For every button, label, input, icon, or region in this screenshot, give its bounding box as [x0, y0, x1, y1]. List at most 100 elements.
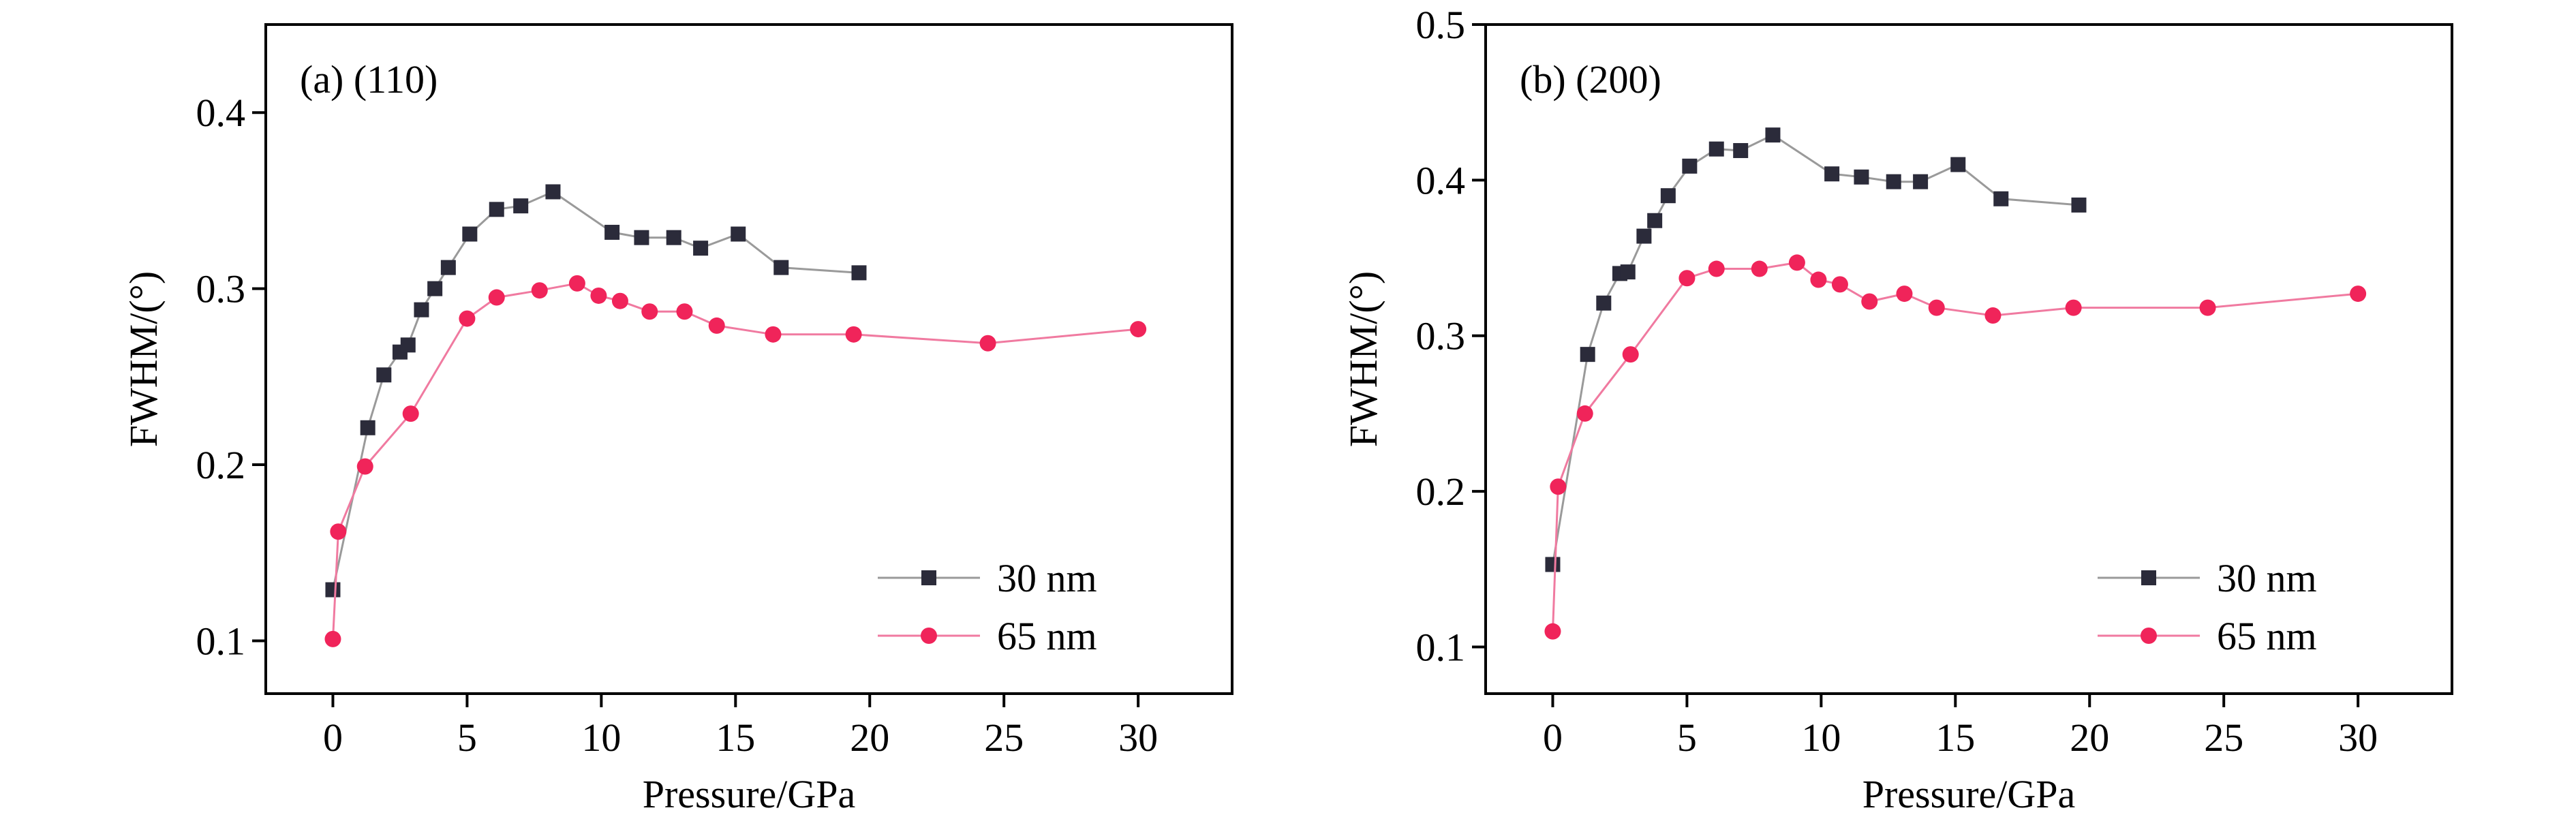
panel-label: (a) (110) [300, 57, 438, 102]
data-point [1682, 158, 1698, 174]
data-point [488, 289, 505, 306]
data-point [1622, 346, 1639, 363]
data-point [1765, 127, 1781, 143]
data-point [1751, 260, 1768, 277]
data-point [1810, 271, 1827, 288]
data-point [1824, 166, 1840, 182]
data-point [1854, 169, 1869, 185]
data-point [1708, 141, 1724, 157]
data-point [1733, 142, 1749, 158]
data-point [1580, 347, 1595, 362]
x-tick-label: 30 [2338, 715, 2378, 760]
x-tick-label: 20 [2070, 715, 2109, 760]
panel-a: 0 5 10 15 20 25 30 0.1 0.2 0.3 0.4 Pressure/GPa FWHM… [121, 23, 1233, 816]
data-point [356, 458, 373, 475]
x-tick-label: 5 [457, 715, 477, 760]
data-point [1544, 623, 1561, 640]
y-tick-label: 0.2 [196, 443, 246, 487]
series-line [332, 190, 859, 590]
data-point [1545, 557, 1561, 572]
plot-frame [1484, 23, 2453, 695]
legend-label: 30 nm [997, 556, 1097, 600]
data-point [1788, 254, 1805, 271]
data-point [330, 523, 347, 540]
x-tick-label: 20 [850, 715, 889, 760]
y-tick-label: 0.3 [196, 267, 246, 311]
data-point [1596, 295, 1612, 311]
data-point [402, 405, 419, 422]
data-point [845, 326, 862, 343]
legend: 30 nm 65 nm [878, 556, 1097, 658]
x-tick-label: 10 [1801, 715, 1841, 760]
data-point [676, 303, 693, 320]
data-point [1993, 191, 2009, 206]
y-tick-label: 0.2 [1416, 469, 1466, 514]
data-point [440, 260, 456, 275]
data-point [2350, 285, 2367, 303]
data-point [2065, 299, 2082, 316]
x-tick-label: 25 [2204, 715, 2243, 760]
data-point [1130, 321, 1147, 338]
data-point [1831, 276, 1848, 293]
y-tick-label: 0.1 [196, 619, 246, 663]
x-tick-label: 5 [1677, 715, 1697, 760]
x-axis-label: Pressure/GPa [643, 772, 856, 816]
y-axis-label: FWHM/(°) [1341, 271, 1385, 447]
data-point [693, 241, 709, 256]
x-tick-label: 30 [1118, 715, 1158, 760]
series-65-nm [1544, 254, 2367, 640]
data-point [773, 260, 789, 275]
data-point [708, 317, 725, 334]
data-point [1660, 188, 1676, 204]
data-point [400, 337, 416, 353]
legend-label: 65 nm [2217, 614, 2317, 658]
legend-marker [2141, 628, 2157, 644]
y-tick-label: 0.4 [196, 91, 246, 135]
data-point [634, 230, 649, 245]
data-point [666, 230, 681, 245]
data-point [731, 226, 746, 242]
data-point [611, 292, 628, 309]
data-point [324, 630, 341, 647]
x-tick-label: 15 [1935, 715, 1975, 760]
data-point [979, 335, 996, 352]
y-tick-label: 0.5 [1416, 3, 1466, 47]
data-point [2071, 197, 2087, 213]
data-point [641, 303, 658, 320]
panel-label: (b) (200) [1520, 57, 1661, 102]
data-point [590, 287, 607, 304]
data-point [489, 202, 504, 217]
data-point [1950, 157, 1966, 172]
data-point [459, 310, 476, 327]
series-30-nm [1545, 127, 2087, 572]
x-axis-label: Pressure/GPa [1862, 772, 2076, 816]
data-point [325, 582, 341, 598]
legend-marker [921, 628, 937, 644]
data-point [427, 281, 443, 296]
data-point [1636, 228, 1652, 244]
data-point [531, 282, 548, 299]
data-point [604, 224, 620, 240]
legend: 30 nm 65 nm [2098, 556, 2317, 658]
data-point [545, 184, 561, 200]
data-point [1576, 405, 1593, 422]
data-point [1861, 293, 1878, 310]
data-point [1708, 260, 1725, 277]
legend-marker [2141, 570, 2156, 585]
data-point [462, 226, 478, 242]
data-point [360, 420, 375, 435]
data-point [568, 275, 585, 292]
legend-label: 30 nm [2217, 556, 2317, 600]
data-point [1913, 174, 1929, 189]
data-point [1928, 299, 1945, 316]
data-point [1678, 270, 1696, 287]
data-point [1620, 264, 1636, 280]
data-point [414, 302, 429, 318]
x-tick-label: 25 [984, 715, 1024, 760]
data-point [513, 198, 529, 214]
y-tick-label: 0.1 [1416, 625, 1466, 669]
series-65-nm [324, 275, 1147, 647]
plot-frame [264, 23, 1233, 695]
data-point [1550, 478, 1567, 495]
